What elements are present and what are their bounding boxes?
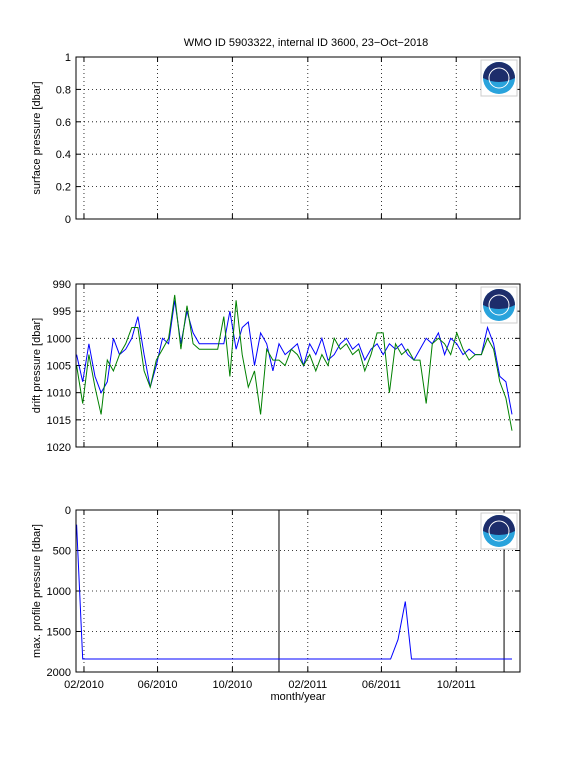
y-axis-label: surface pressure [dbar] [31, 81, 43, 194]
logo-inner [488, 520, 510, 542]
logo-top [483, 62, 515, 82]
y-tick-label: 1010 [47, 388, 71, 400]
x-tick-label: 02/2010 [64, 679, 104, 691]
plot-frame [75, 56, 521, 220]
x-tick-label: 10/2010 [212, 679, 252, 691]
y-axis-label: drift pressure [dbar] [31, 318, 43, 413]
y-axis-label: max. profile pressure [dbar] [31, 524, 43, 658]
logo-inner [488, 67, 510, 89]
plot-frame [75, 509, 521, 673]
y-tick-label: 1000 [47, 586, 71, 598]
y-tick-label: 0.4 [56, 149, 71, 161]
y-tick-label: 0 [65, 214, 71, 226]
y-tick-label: 0.2 [56, 182, 71, 194]
y-tick-label: 1005 [47, 361, 71, 373]
x-tick-label: 02/2011 [288, 679, 327, 691]
chart-title: WMO ID 5903322, internal ID 3600, 23−Oct… [184, 37, 429, 49]
series-line [76, 524, 512, 660]
logo-top [483, 289, 515, 309]
y-tick-label: 995 [53, 306, 71, 318]
y-tick-label: 1 [65, 52, 71, 64]
logo-top [483, 515, 515, 535]
y-tick-label: 0.6 [56, 117, 71, 129]
y-tick-label: 1020 [47, 442, 71, 454]
plot-area [76, 284, 520, 447]
x-tick-label: 06/2011 [362, 679, 401, 691]
y-tick-label: 1015 [47, 415, 71, 427]
y-tick-label: 1000 [47, 333, 71, 345]
plot-area [76, 57, 520, 219]
x-tick-label: 10/2011 [437, 679, 476, 691]
y-tick-label: 0 [65, 505, 71, 517]
plot-frame [75, 283, 521, 448]
y-tick-label: 1500 [47, 627, 71, 639]
x-tick-label: 06/2010 [138, 679, 178, 691]
y-tick-label: 990 [53, 279, 71, 291]
y-tick-label: 0.8 [56, 84, 71, 96]
x-axis-label: month/year [270, 691, 325, 703]
series-line [76, 300, 513, 415]
plot-area [76, 510, 520, 672]
logo-inner [488, 294, 510, 316]
y-tick-label: 2000 [47, 667, 71, 679]
series-line [76, 294, 513, 431]
y-tick-label: 500 [53, 546, 71, 558]
